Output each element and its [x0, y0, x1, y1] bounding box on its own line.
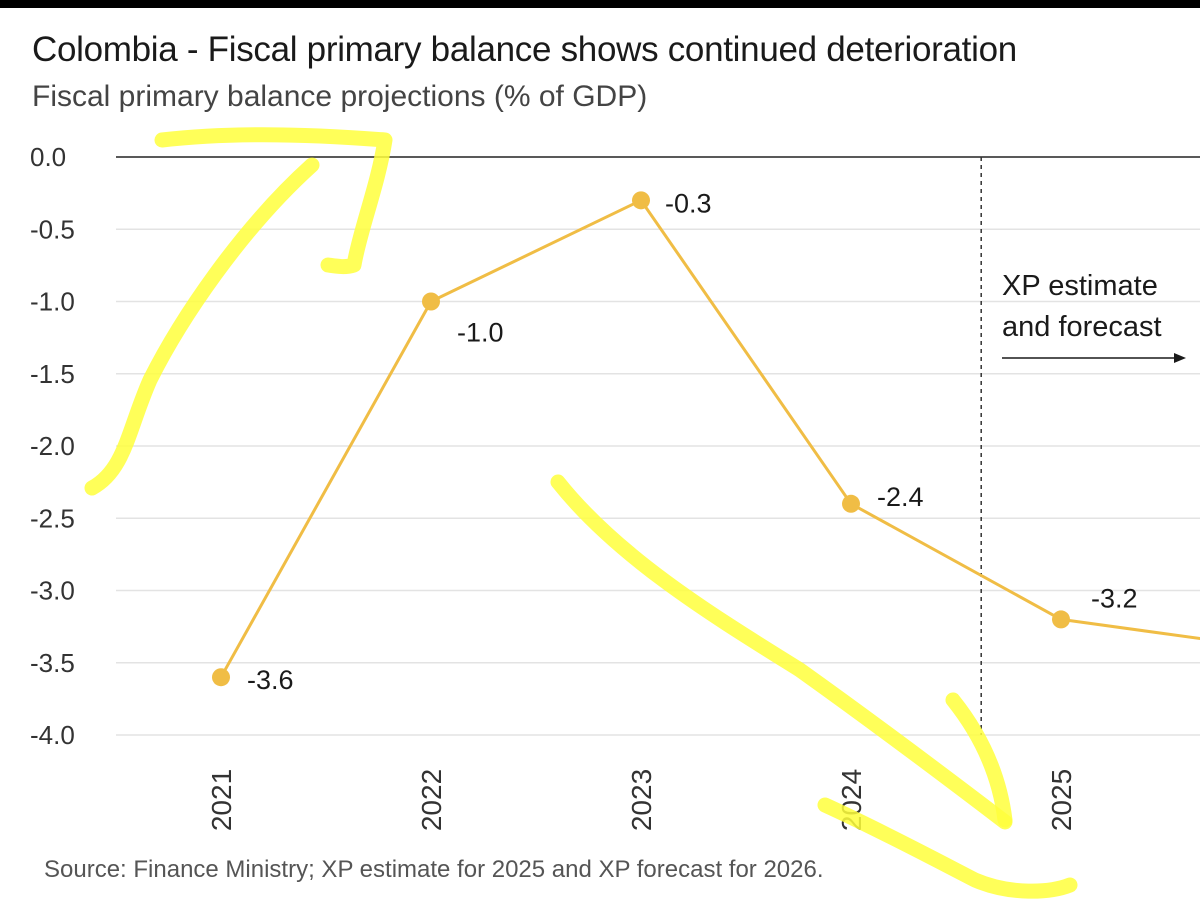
y-tick-label: -2.5	[30, 503, 75, 533]
gridlines	[116, 156, 1200, 736]
y-tick-label: -3.0	[30, 576, 75, 606]
source-note: Source: Finance Ministry; XP estimate fo…	[44, 856, 824, 883]
x-tick-label: 2025	[1046, 769, 1077, 831]
y-tick-label: -1.5	[30, 359, 75, 389]
data-label: -2.4	[877, 482, 924, 512]
data-point	[422, 292, 440, 311]
data-label: -3.6	[247, 665, 294, 695]
y-axis-ticks: 0.0 -0.5 -1.0 -1.5 -2.0 -2.5 -3.0 -3.5 -4.0	[30, 142, 75, 750]
data-point	[842, 494, 860, 513]
y-tick-label: -4.0	[30, 720, 75, 750]
data-label: -0.3	[665, 188, 712, 218]
chart-subtitle: Fiscal primary balance projections (% of…	[32, 80, 648, 113]
annotation-line-1: XP estimate	[1002, 270, 1158, 302]
data-labels: -3.6 -1.0 -0.3 -2.4 -3.2	[247, 188, 1138, 695]
series-line-path	[219, 198, 1200, 678]
data-point	[1052, 610, 1070, 629]
series-line	[219, 198, 1200, 678]
data-point	[632, 191, 650, 210]
y-tick-label: -2.0	[30, 431, 75, 461]
highlight-stroke-top	[154, 127, 393, 275]
top-border	[0, 0, 1200, 8]
chart-title: Colombia - Fiscal primary balance shows …	[32, 30, 1017, 69]
data-point	[212, 668, 230, 687]
y-tick-label: 0.0	[30, 142, 66, 172]
forecast-annotation: XP estimate and forecast	[1002, 270, 1186, 363]
highlight-stroke-bottom	[817, 797, 1078, 899]
data-label: -3.2	[1091, 583, 1138, 613]
y-tick-label: -0.5	[30, 214, 75, 244]
x-tick-label: 2022	[416, 769, 447, 831]
highlight-stroke-upper-left	[84, 157, 320, 496]
y-tick-label: -3.5	[30, 648, 75, 678]
highlight-stroke-lower-right	[550, 474, 1013, 830]
y-tick-label: -1.0	[30, 287, 75, 317]
highlighter-marks	[84, 127, 1078, 899]
annotation-line-2: and forecast	[1002, 311, 1162, 343]
highlight-stroke-tick	[945, 692, 1013, 828]
annotation-arrow-icon	[1174, 353, 1186, 363]
series-points	[212, 191, 1070, 687]
x-tick-label: 2021	[206, 769, 237, 831]
data-label: -1.0	[457, 318, 504, 348]
x-tick-label: 2023	[626, 769, 657, 831]
